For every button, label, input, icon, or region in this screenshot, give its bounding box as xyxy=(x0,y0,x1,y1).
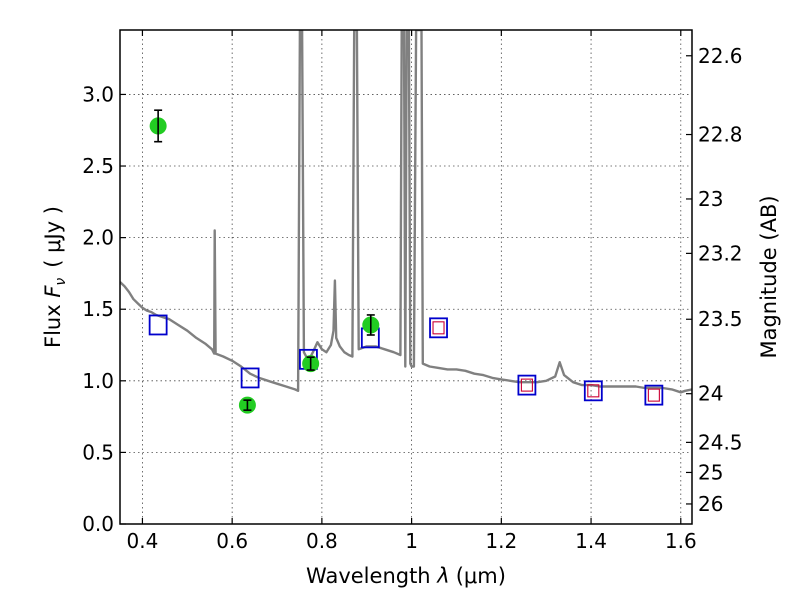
model-flux-inner-box xyxy=(520,378,533,392)
model-flux-inner-box xyxy=(647,388,660,402)
x-tick-label: 1 xyxy=(405,529,418,553)
x-tick-label: 1.2 xyxy=(485,529,517,553)
y2-tick-label: 22.6 xyxy=(698,44,743,68)
model-flux-box xyxy=(517,374,537,396)
x-tick-label: 1.4 xyxy=(575,529,607,553)
model-flux-box xyxy=(148,314,168,336)
x-axis-label: Wavelength λ (μm) xyxy=(306,564,506,588)
model-flux-inner-box xyxy=(432,321,445,335)
y2-tick-label: 24 xyxy=(698,382,723,406)
model-flux-box xyxy=(429,317,448,339)
axes-ticks: 0.4 0.6 0.8 1 1.2 1.4 1.6 0.0 0.5 1.0 1.5 2.0 2.5 3.0… xyxy=(82,30,743,553)
y-tick-label: 0.0 xyxy=(82,512,114,536)
plot-area xyxy=(120,30,692,414)
y-tick-label: 3.0 xyxy=(82,82,114,106)
y2-tick-label: 22.8 xyxy=(698,123,743,147)
y2-tick-label: 25 xyxy=(698,460,723,484)
x-tick-label: 1.6 xyxy=(665,529,697,553)
y2-tick-label: 26 xyxy=(698,492,723,516)
model-flux-box xyxy=(583,380,603,402)
model-spectrum-line xyxy=(120,30,692,394)
y-axis-label: Flux Fν( μJy ) xyxy=(41,206,69,348)
y2-tick-label: 24.5 xyxy=(698,430,743,454)
y2-tick-label: 23.2 xyxy=(698,241,743,265)
x-tick-label: 0.8 xyxy=(306,529,338,553)
y-tick-label: 2.5 xyxy=(82,154,114,178)
y-tick-label: 2.0 xyxy=(82,226,114,250)
x-tick-label: 0.6 xyxy=(216,529,248,553)
y2-tick-label: 23.5 xyxy=(698,307,743,331)
model-flux-inner-box xyxy=(587,384,600,398)
y2-tick-label: 23 xyxy=(698,187,723,211)
model-flux-box xyxy=(644,384,664,406)
x-tick-label: 0.4 xyxy=(127,529,159,553)
y-tick-label: 1.5 xyxy=(82,297,114,321)
y-tick-label: 0.5 xyxy=(82,440,114,464)
model-flux-box xyxy=(240,367,260,389)
plot-frame xyxy=(119,29,693,525)
y2-axis-label: Magnitude (AB) xyxy=(757,195,781,358)
y-tick-label: 1.0 xyxy=(82,369,114,393)
